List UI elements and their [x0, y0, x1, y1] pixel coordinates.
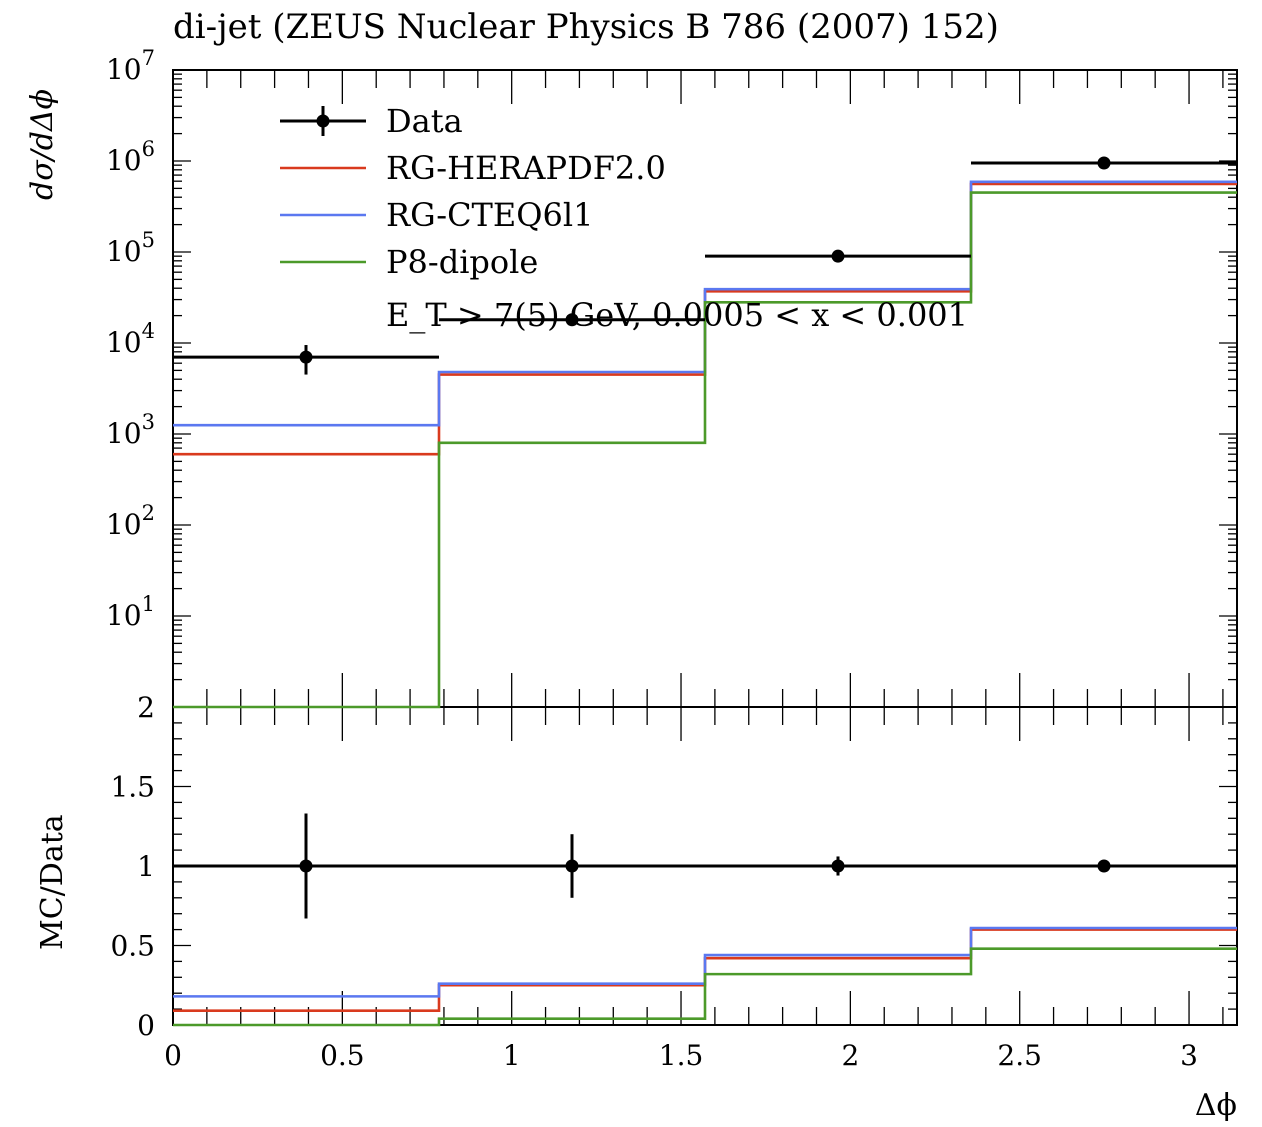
main-y-axis-ticks: 101 102 103 104 105 106 107 — [106, 46, 1237, 708]
x-axis-ticks: 0 0.5 1 1.5 2 2.5 3 — [164, 70, 1224, 1072]
y-tick-label: 2 — [137, 691, 155, 724]
ratio-y-axis-ticks: 0 0.5 1 1.5 2 — [110, 691, 1237, 1042]
series-line — [173, 926, 1237, 998]
x-tick-label: 1.5 — [659, 1039, 704, 1072]
data-point — [565, 313, 579, 327]
chart-title: di-jet (ZEUS Nuclear Physics B 786 (2007… — [173, 7, 999, 47]
y-tick-label: 107 — [106, 46, 155, 86]
y-tick-label: 0 — [137, 1009, 155, 1042]
x-axis-label: Δϕ — [1195, 1088, 1237, 1123]
data-point — [1097, 156, 1111, 170]
legend: Data RG-HERAPDF2.0 RG-CTEQ6l1 P8-dipole — [280, 102, 666, 281]
y-tick-label: 104 — [106, 319, 155, 359]
x-tick-label: 2.5 — [997, 1039, 1042, 1072]
x-tick-label: 1 — [503, 1039, 521, 1072]
y-tick-label: 101 — [106, 592, 155, 632]
legend-label: Data — [386, 102, 463, 140]
data-point — [299, 859, 313, 873]
data-point — [565, 859, 579, 873]
y-tick-label: 103 — [106, 410, 155, 450]
series-line — [173, 191, 1237, 709]
main-plot-series — [173, 156, 1237, 709]
x-tick-label: 3 — [1180, 1039, 1198, 1072]
data-point — [299, 350, 313, 364]
data-point — [831, 859, 845, 873]
y-tick-label: 1.5 — [110, 771, 155, 804]
y-tick-label: 105 — [106, 228, 155, 268]
ratio-plot-series — [173, 813, 1237, 1027]
legend-marker — [316, 114, 330, 128]
y-tick-label: 1 — [137, 850, 155, 883]
x-tick-label: 0 — [164, 1039, 182, 1072]
data-point — [1097, 859, 1111, 873]
legend-label: RG-HERAPDF2.0 — [386, 149, 666, 187]
main-y-axis-label: dσ/dΔϕ — [25, 89, 60, 200]
legend-label: P8-dipole — [386, 243, 538, 281]
x-tick-label: 0.5 — [320, 1039, 365, 1072]
data-point — [831, 249, 845, 263]
x-tick-label: 2 — [841, 1039, 859, 1072]
y-tick-label: 102 — [106, 501, 155, 541]
cut-annotation: E_T > 7(5) GeV, 0.0005 < x < 0.001 — [386, 296, 968, 334]
ratio-y-axis-label: MC/Data — [35, 814, 70, 950]
y-tick-label: 106 — [106, 137, 155, 177]
y-tick-label: 0.5 — [110, 930, 155, 963]
series-line — [173, 947, 1237, 1027]
legend-label: RG-CTEQ6l1 — [386, 196, 593, 234]
